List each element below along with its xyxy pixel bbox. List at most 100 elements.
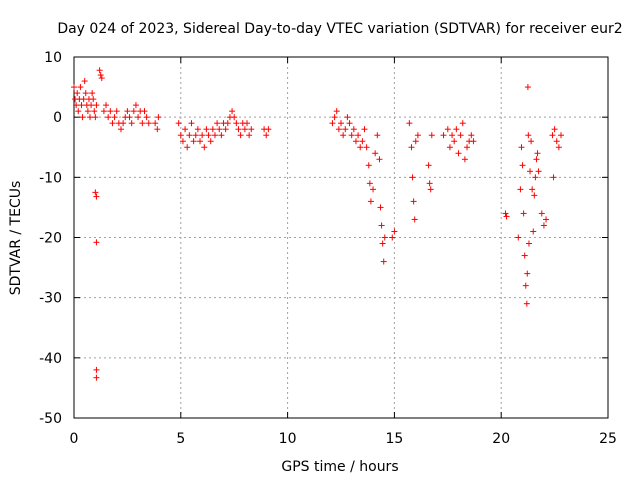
data-point bbox=[235, 126, 242, 133]
data-point bbox=[154, 126, 161, 133]
data-point bbox=[380, 258, 387, 265]
data-point bbox=[342, 126, 349, 133]
data-point bbox=[201, 144, 208, 151]
data-point bbox=[555, 144, 562, 151]
data-point bbox=[130, 108, 137, 115]
data-point bbox=[527, 168, 534, 175]
data-point bbox=[453, 126, 460, 133]
data-point bbox=[503, 213, 510, 220]
x-tick-label: 15 bbox=[385, 431, 403, 447]
data-point bbox=[124, 108, 131, 115]
data-point bbox=[186, 132, 193, 139]
data-point bbox=[515, 234, 522, 241]
data-point bbox=[145, 120, 152, 127]
x-axis-label: GPS time / hours bbox=[281, 459, 398, 475]
data-point bbox=[84, 108, 91, 115]
data-point bbox=[414, 132, 421, 139]
data-point bbox=[524, 270, 531, 277]
data-point bbox=[205, 132, 212, 139]
data-point bbox=[100, 108, 107, 115]
data-point bbox=[408, 144, 415, 151]
data-point bbox=[533, 156, 540, 163]
tick-labels: 0 5 10 15 20 25 10 0 -10 -20 -30 -40 -50 bbox=[39, 50, 617, 447]
data-point bbox=[406, 120, 413, 127]
data-point bbox=[97, 72, 104, 79]
data-point bbox=[74, 90, 81, 97]
data-point bbox=[224, 120, 231, 127]
data-point bbox=[93, 366, 100, 373]
data-point bbox=[117, 126, 124, 133]
data-point bbox=[535, 168, 542, 175]
data-point bbox=[192, 132, 199, 139]
data-point bbox=[82, 90, 89, 97]
data-point bbox=[524, 84, 531, 91]
data-point bbox=[222, 126, 229, 133]
data-point bbox=[532, 174, 539, 181]
data-point bbox=[352, 138, 359, 145]
data-point bbox=[521, 252, 528, 259]
data-point bbox=[182, 126, 189, 133]
data-point bbox=[440, 132, 447, 139]
data-point bbox=[91, 108, 98, 115]
data-point bbox=[427, 186, 434, 193]
data-point bbox=[361, 126, 368, 133]
data-point bbox=[80, 96, 87, 103]
data-point bbox=[199, 132, 206, 139]
plot-frame bbox=[73, 56, 609, 419]
data-point bbox=[357, 144, 364, 151]
data-point bbox=[374, 132, 381, 139]
data-point bbox=[135, 114, 142, 121]
x-tick-label: 10 bbox=[279, 431, 297, 447]
data-point bbox=[79, 114, 86, 121]
data-point bbox=[93, 239, 100, 246]
x-tick-label: 25 bbox=[599, 431, 617, 447]
x-tick-label: 0 bbox=[70, 431, 79, 447]
data-point bbox=[525, 132, 532, 139]
data-point bbox=[366, 180, 373, 187]
data-point bbox=[209, 126, 216, 133]
data-point bbox=[126, 114, 133, 121]
data-point bbox=[446, 144, 453, 151]
data-point bbox=[92, 114, 99, 121]
data-point bbox=[391, 228, 398, 235]
data-point bbox=[141, 108, 148, 115]
data-point bbox=[459, 120, 466, 127]
data-point bbox=[363, 144, 370, 151]
data-point bbox=[370, 186, 377, 193]
data-point bbox=[389, 234, 396, 241]
data-point bbox=[470, 138, 477, 145]
data-point bbox=[109, 120, 116, 127]
data-point bbox=[93, 102, 100, 109]
y-tick-label: -20 bbox=[39, 231, 62, 247]
data-point bbox=[155, 114, 162, 121]
data-point bbox=[520, 210, 527, 217]
data-point bbox=[468, 132, 475, 139]
data-point bbox=[143, 114, 150, 121]
data-point bbox=[152, 120, 159, 127]
data-points bbox=[71, 67, 565, 381]
data-point bbox=[113, 108, 120, 115]
data-point bbox=[87, 114, 94, 121]
y-tick-label: 0 bbox=[53, 110, 62, 126]
data-point bbox=[551, 126, 558, 133]
data-point bbox=[177, 132, 184, 139]
data-point bbox=[365, 162, 372, 169]
chart-title: Day 024 of 2023, Sidereal Day-to-day VTE… bbox=[57, 21, 622, 37]
data-point bbox=[381, 234, 388, 241]
x-tick-label: 20 bbox=[492, 431, 510, 447]
data-point bbox=[428, 132, 435, 139]
data-point bbox=[444, 126, 451, 133]
data-point bbox=[190, 138, 197, 145]
data-point bbox=[457, 132, 464, 139]
data-point bbox=[132, 102, 139, 109]
data-point bbox=[107, 108, 114, 115]
data-point bbox=[530, 228, 537, 235]
data-point bbox=[355, 132, 362, 139]
data-point bbox=[529, 186, 536, 193]
data-point bbox=[263, 132, 270, 139]
data-point bbox=[367, 198, 374, 205]
data-point bbox=[128, 120, 135, 127]
data-point bbox=[410, 198, 417, 205]
